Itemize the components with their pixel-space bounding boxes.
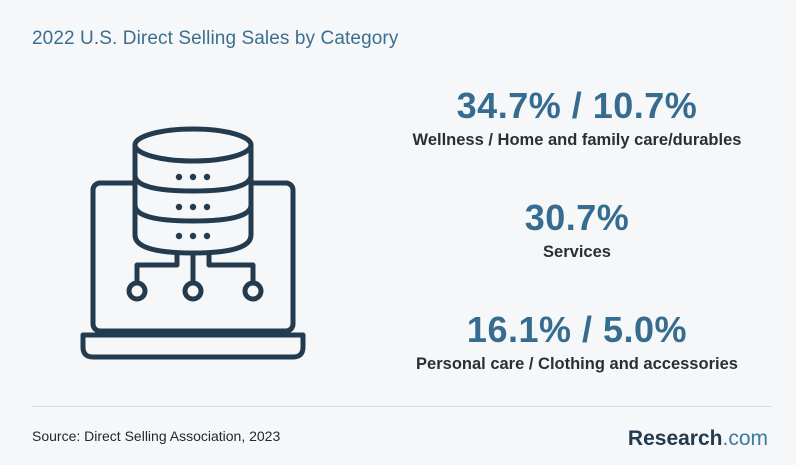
stat-label: Services <box>543 243 611 261</box>
page-title: 2022 U.S. Direct Selling Sales by Catego… <box>32 28 399 49</box>
stat-label: Personal care / Clothing and accessories <box>416 355 738 373</box>
stat-wellness: 34.7% / 10.7% Wellness / Home and family… <box>390 86 764 151</box>
divider <box>32 406 772 407</box>
stat-value: 34.7% / 10.7% <box>456 85 698 126</box>
stat-personal-care: 16.1% / 5.0% Personal care / Clothing an… <box>390 310 764 375</box>
stat-label: Wellness / Home and family care/durables <box>412 131 742 149</box>
laptop-database-icon <box>75 125 315 370</box>
brand-suffix: .com <box>722 427 768 450</box>
stat-services: 30.7% Services <box>390 198 764 263</box>
brand-name: Research <box>627 427 723 450</box>
source-note: Source: Direct Selling Association, 2023 <box>32 428 281 444</box>
brand-logo: Research.com <box>628 427 768 451</box>
stat-value: 16.1% / 5.0% <box>466 309 688 350</box>
stat-value: 30.7% <box>524 197 630 238</box>
